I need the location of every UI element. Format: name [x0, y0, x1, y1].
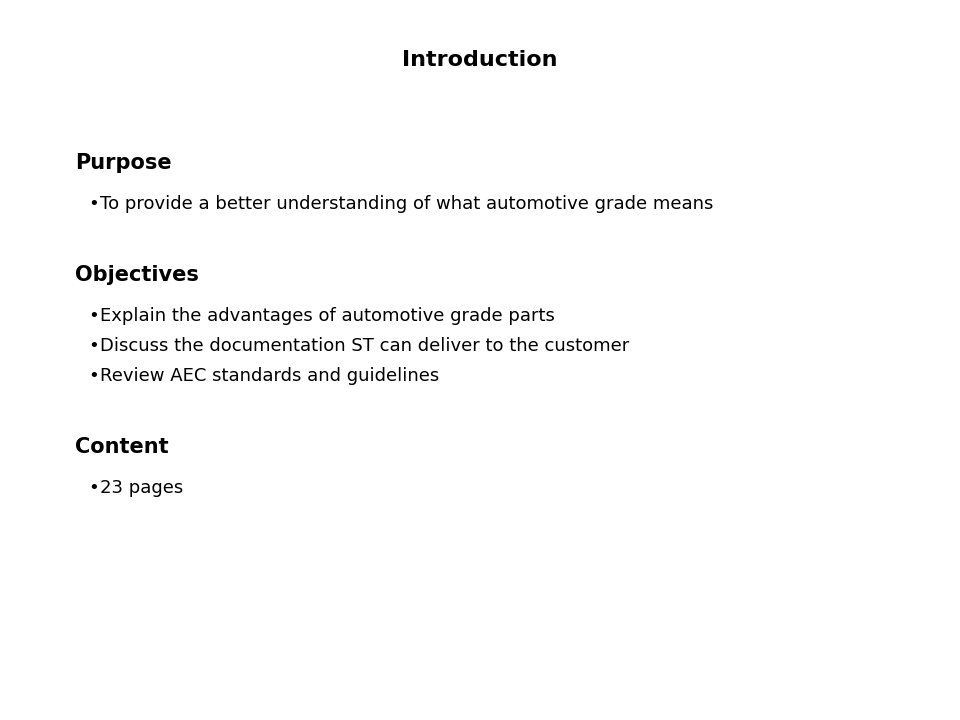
Text: Review AEC standards and guidelines: Review AEC standards and guidelines	[100, 367, 440, 385]
Text: Discuss the documentation ST can deliver to the customer: Discuss the documentation ST can deliver…	[100, 337, 629, 355]
Text: Explain the advantages of automotive grade parts: Explain the advantages of automotive gra…	[100, 307, 555, 325]
Text: •: •	[88, 367, 99, 385]
Text: •: •	[88, 307, 99, 325]
Text: •: •	[88, 337, 99, 355]
Text: •: •	[88, 195, 99, 213]
Text: Content: Content	[75, 437, 169, 457]
Text: To provide a better understanding of what automotive grade means: To provide a better understanding of wha…	[100, 195, 713, 213]
Text: 23 pages: 23 pages	[100, 479, 183, 497]
Text: Purpose: Purpose	[75, 153, 172, 173]
Text: Introduction: Introduction	[402, 50, 558, 70]
Text: •: •	[88, 479, 99, 497]
Text: Objectives: Objectives	[75, 265, 199, 285]
